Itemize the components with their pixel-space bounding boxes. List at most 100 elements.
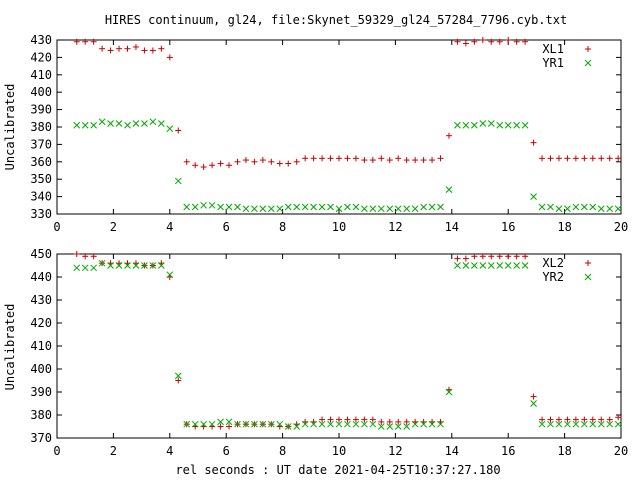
data-point — [107, 47, 114, 54]
data-point — [513, 262, 521, 269]
y-tick-label: 450 — [30, 247, 52, 261]
data-point-d2 — [115, 120, 123, 127]
data-point-d2 — [471, 121, 478, 129]
data-point — [589, 155, 596, 162]
data-point — [361, 205, 368, 213]
data-point — [352, 420, 360, 428]
legend-marker — [584, 59, 592, 67]
data-point — [589, 203, 597, 211]
data-point-d2 — [293, 203, 301, 211]
data-point — [149, 118, 157, 126]
data-point — [200, 420, 207, 428]
data-point — [606, 416, 613, 423]
data-point — [98, 118, 106, 126]
data-point — [175, 377, 182, 384]
data-point-d2 — [445, 186, 453, 193]
data-point — [276, 160, 283, 167]
data-point — [82, 38, 89, 45]
legend-marker-d2 — [584, 59, 592, 67]
data-point — [132, 120, 140, 127]
data-point — [99, 45, 106, 52]
top-y-axis-label: Uncalibrated — [3, 84, 17, 171]
data-point — [572, 416, 579, 423]
data-point — [598, 155, 605, 162]
data-point — [513, 121, 521, 129]
data-point — [539, 416, 546, 423]
data-point-d2 — [572, 420, 580, 428]
data-point — [564, 416, 571, 423]
x-tick-label: 6 — [223, 444, 230, 458]
data-point-d2 — [225, 203, 233, 211]
data-point-d2 — [141, 262, 148, 269]
data-point-d2 — [445, 388, 453, 396]
data-point — [225, 203, 233, 211]
data-point-d2 — [471, 262, 478, 269]
data-point-d2 — [462, 262, 470, 269]
data-point — [268, 158, 275, 165]
data-point — [327, 155, 334, 162]
data-point-d2 — [124, 262, 131, 269]
data-point-d2 — [606, 420, 614, 428]
data-point — [242, 157, 249, 164]
data-point — [284, 423, 292, 430]
data-point — [319, 416, 326, 423]
data-point — [90, 121, 98, 129]
data-point-d2 — [259, 205, 267, 213]
data-point — [403, 157, 410, 164]
data-point-d2 — [361, 420, 368, 428]
y-tick-label: 380 — [30, 120, 52, 134]
data-point — [615, 414, 622, 421]
data-point — [395, 418, 402, 425]
top-plot-panel: 0 2 4 6 8 10 12 14 16 18 20 330 340 350 360 370 380 390 40… — [30, 33, 628, 234]
data-point-d2 — [191, 203, 199, 211]
data-point — [344, 203, 351, 211]
data-point — [336, 416, 342, 423]
data-point-d2 — [107, 120, 114, 127]
data-point — [73, 38, 80, 45]
data-point — [530, 400, 537, 407]
data-point — [192, 162, 199, 169]
data-point-d2 — [208, 420, 216, 428]
data-point — [259, 205, 267, 213]
data-point — [420, 203, 427, 211]
data-point — [183, 203, 191, 211]
data-point — [386, 157, 393, 164]
data-point-d2 — [386, 423, 394, 430]
data-point — [132, 43, 139, 50]
data-point — [454, 262, 461, 269]
data-point — [394, 205, 402, 213]
data-point — [395, 155, 402, 162]
data-point — [310, 203, 317, 211]
data-point-d2 — [217, 418, 224, 426]
legend-label: XL1 — [542, 42, 564, 56]
x-tick-label: 14 — [445, 220, 459, 234]
data-point — [496, 38, 503, 45]
data-point-d2 — [513, 121, 521, 129]
data-point — [344, 416, 351, 423]
data-point-d2 — [614, 205, 622, 213]
x-tick-label: 2 — [110, 444, 117, 458]
y-tick-label: 420 — [30, 316, 52, 330]
data-point — [538, 420, 546, 428]
data-point-d2 — [310, 420, 317, 428]
data-point-d2 — [530, 193, 537, 200]
data-point — [547, 420, 554, 428]
data-point-d2 — [403, 423, 411, 430]
data-point — [327, 203, 334, 211]
data-point — [116, 45, 123, 52]
data-point — [166, 125, 174, 133]
data-point — [191, 420, 199, 428]
data-point-d2 — [504, 121, 512, 129]
data-point — [301, 203, 309, 211]
data-point — [335, 420, 343, 428]
data-point — [488, 38, 495, 45]
data-point-d2 — [386, 205, 394, 213]
data-point — [361, 416, 368, 423]
data-point — [149, 262, 157, 269]
x-tick-label: 20 — [614, 444, 628, 458]
data-point — [547, 155, 554, 162]
data-point — [462, 255, 469, 262]
data-point-d2 — [234, 420, 241, 428]
data-point-d2 — [420, 420, 427, 428]
